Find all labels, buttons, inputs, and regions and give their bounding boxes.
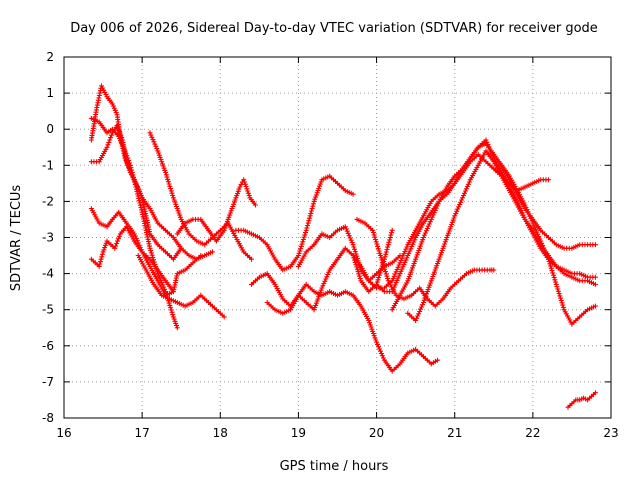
series-markers	[405, 148, 598, 323]
x-tick-label: 23	[603, 426, 618, 440]
x-tick-label: 18	[213, 426, 228, 440]
y-tick-label: 1	[46, 86, 54, 100]
x-tick-label: 21	[447, 426, 462, 440]
series-markers	[147, 130, 254, 262]
series-s4	[88, 206, 204, 298]
series-markers	[88, 206, 204, 298]
series-s18	[499, 162, 598, 327]
y-tick-label: -5	[42, 303, 54, 317]
series-markers	[135, 253, 227, 320]
series-markers	[565, 390, 598, 410]
y-tick-label: -3	[42, 231, 54, 245]
series-s8	[174, 177, 258, 244]
y-tick-label: 0	[46, 122, 54, 136]
y-tick-label: -7	[42, 375, 54, 389]
y-tick-label: -8	[42, 411, 54, 425]
x-tick-label: 20	[369, 426, 384, 440]
series-markers	[88, 224, 176, 295]
series-line	[235, 175, 354, 271]
series-markers	[264, 281, 440, 374]
series-s3	[88, 123, 215, 262]
series-s7	[147, 130, 254, 262]
series-markers	[499, 162, 598, 327]
x-tick-label: 16	[56, 426, 71, 440]
y-tick-label: -2	[42, 194, 54, 208]
chart-title: Day 006 of 2026, Sidereal Day-to-day VTE…	[70, 21, 598, 36]
series-s5	[88, 224, 176, 295]
y-tick-label: 2	[46, 50, 54, 64]
series-markers	[354, 216, 497, 309]
series-s10	[249, 227, 395, 313]
series-markers	[249, 227, 395, 313]
x-tick-label: 19	[291, 426, 306, 440]
series-s17	[354, 216, 497, 309]
y-tick-label: -6	[42, 339, 54, 353]
series-s16	[405, 148, 598, 323]
y-tick-label: -4	[42, 267, 54, 281]
series-markers	[174, 177, 258, 244]
series-markers	[233, 173, 356, 273]
series-s12	[295, 224, 403, 284]
series-s19	[565, 390, 598, 410]
x-axis-title: GPS time / hours	[280, 459, 389, 474]
series-markers	[295, 224, 403, 284]
series-group	[88, 83, 598, 410]
series-s6	[135, 253, 227, 320]
series-markers	[88, 123, 215, 262]
x-tick-label: 22	[525, 426, 540, 440]
series-s9	[233, 173, 356, 273]
series-s11	[264, 281, 440, 374]
y-tick-label: -1	[42, 158, 54, 172]
ticks: 16 17 18 19 20 21 22 23 -8 -7 -6 -5 -4 -3 -2 -1 0 1 2	[42, 50, 619, 440]
x-tick-label: 17	[135, 426, 150, 440]
y-axis-title: SDTVAR / TECUs	[9, 185, 24, 292]
